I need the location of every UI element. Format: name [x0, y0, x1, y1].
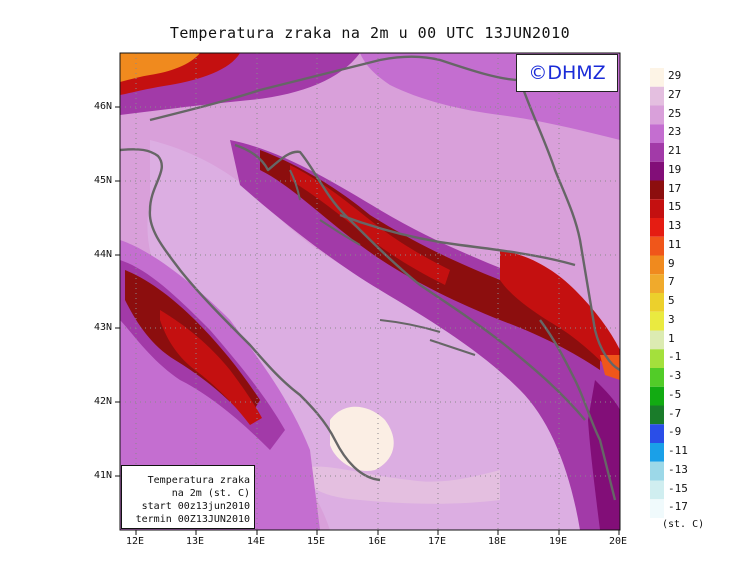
colorbar-label: -9: [668, 425, 682, 439]
info-line-2: na 2m (st. C): [171, 488, 250, 499]
land-alps-hot: [120, 53, 200, 82]
warm-spot: [330, 406, 394, 471]
colorbar-label: 17: [668, 181, 682, 195]
colorbar-label: -11: [668, 444, 688, 457]
lat-label-46n: 46N: [94, 101, 113, 112]
lon-label-13e: 13E: [186, 536, 205, 547]
island-4: [429, 339, 476, 356]
lon-label-20e: 20E: [609, 536, 628, 547]
lat-label-44n: 44N: [94, 249, 113, 260]
lon-label-15e: 15E: [307, 536, 326, 547]
border-east: [518, 79, 620, 372]
colorbar-swatch: [650, 386, 664, 406]
map-frame: [119, 52, 621, 531]
land-east-hot: [600, 355, 620, 380]
colorbar-swatch: [650, 424, 664, 443]
colorbar-swatch: [650, 86, 664, 106]
colorbar-label: 3: [668, 312, 675, 326]
colorbar-label: -1: [668, 350, 682, 364]
colorbar-swatch: [650, 218, 664, 237]
land-balkan: [230, 140, 620, 530]
island-1: [289, 169, 301, 201]
info-box: Temperatura zraka na 2m (st. C) start 00…: [121, 465, 255, 529]
axis-ticks: [115, 106, 620, 535]
colorbar-swatch: [650, 405, 664, 425]
colorbar-swatch: [650, 180, 664, 200]
colorbar-label: 27: [668, 87, 682, 101]
colorbar-label: 19: [668, 162, 682, 176]
coastline-italy: [120, 148, 381, 482]
colorbar-swatch: [650, 236, 664, 256]
grid-lines: [120, 53, 620, 530]
info-line-4: termin 00Z13JUN2010: [135, 514, 250, 525]
colorbar-swatch: [650, 349, 664, 368]
colorbar-swatch: [650, 461, 664, 481]
land-italy-core: [160, 310, 262, 425]
colorbar-swatch: [650, 255, 664, 275]
colorbar-label: -5: [668, 387, 682, 401]
dhmz-logo: ©DHMZ: [516, 54, 618, 92]
colorbar-label: 7: [668, 275, 675, 289]
sea-field: [147, 140, 591, 530]
island-3: [379, 319, 441, 333]
border-inland: [339, 213, 576, 267]
colorbar-label: 25: [668, 106, 682, 120]
colorbar-swatch: [650, 311, 664, 331]
lat-label-43n: 43N: [94, 322, 113, 333]
colorbar-label: 13: [668, 219, 682, 232]
colorbar-label: 29: [668, 69, 682, 82]
colorbar: [650, 68, 664, 518]
colorbar-label: -3: [668, 369, 682, 382]
colorbar-swatch: [650, 499, 664, 518]
border-north: [149, 55, 521, 122]
lat-label-41n: 41N: [94, 470, 113, 481]
colorbar-label: 23: [668, 125, 682, 139]
colorbar-swatch: [650, 293, 664, 312]
colorbar-label: 5: [668, 294, 675, 307]
lon-label-14e: 14E: [247, 536, 266, 547]
colorbar-swatch: [650, 143, 664, 162]
lon-label-16e: 16E: [368, 536, 387, 547]
colorbar-swatch: [650, 480, 664, 500]
lat-label-45n: 45N: [94, 175, 113, 186]
colorbar-label: 9: [668, 256, 675, 270]
colorbar-swatch: [650, 105, 664, 125]
colorbar-swatch: [650, 68, 664, 87]
lon-label-17e: 17E: [428, 536, 447, 547]
colorbar-label: -17: [668, 500, 688, 514]
colorbar-swatch: [650, 330, 664, 350]
info-line-1: Temperatura zraka: [147, 475, 250, 486]
colorbar-swatch: [650, 124, 664, 143]
map-title: Temperatura zraka na 2m u 00 UTC 13JUN20…: [169, 24, 571, 42]
colorbar-label: 21: [668, 144, 682, 157]
colorbar-label: 15: [668, 200, 682, 214]
lon-label-12e: 12E: [126, 536, 145, 547]
coastline-croatia: [234, 143, 586, 421]
colorbar-label: 1: [668, 331, 675, 345]
lon-label-19e: 19E: [549, 536, 568, 547]
lon-label-18e: 18E: [488, 536, 507, 547]
lat-label-42n: 42N: [94, 396, 113, 407]
colorbar-swatch: [650, 368, 664, 387]
colorbar-label: 11: [668, 237, 682, 251]
colorbar-swatch: [650, 274, 664, 293]
land-balkan-east: [500, 250, 620, 380]
info-line-3: start 00z13jun2010: [141, 501, 250, 512]
colorbar-label: -13: [668, 462, 688, 476]
colorbar-swatch: [650, 443, 664, 462]
colorbar-label: -15: [668, 481, 688, 495]
colorbar-unit: (st. C): [662, 519, 705, 530]
colorbar-swatch: [650, 199, 664, 218]
island-2: [319, 219, 361, 246]
colorbar-label: -7: [668, 406, 682, 420]
colorbar-swatch: [650, 161, 664, 181]
